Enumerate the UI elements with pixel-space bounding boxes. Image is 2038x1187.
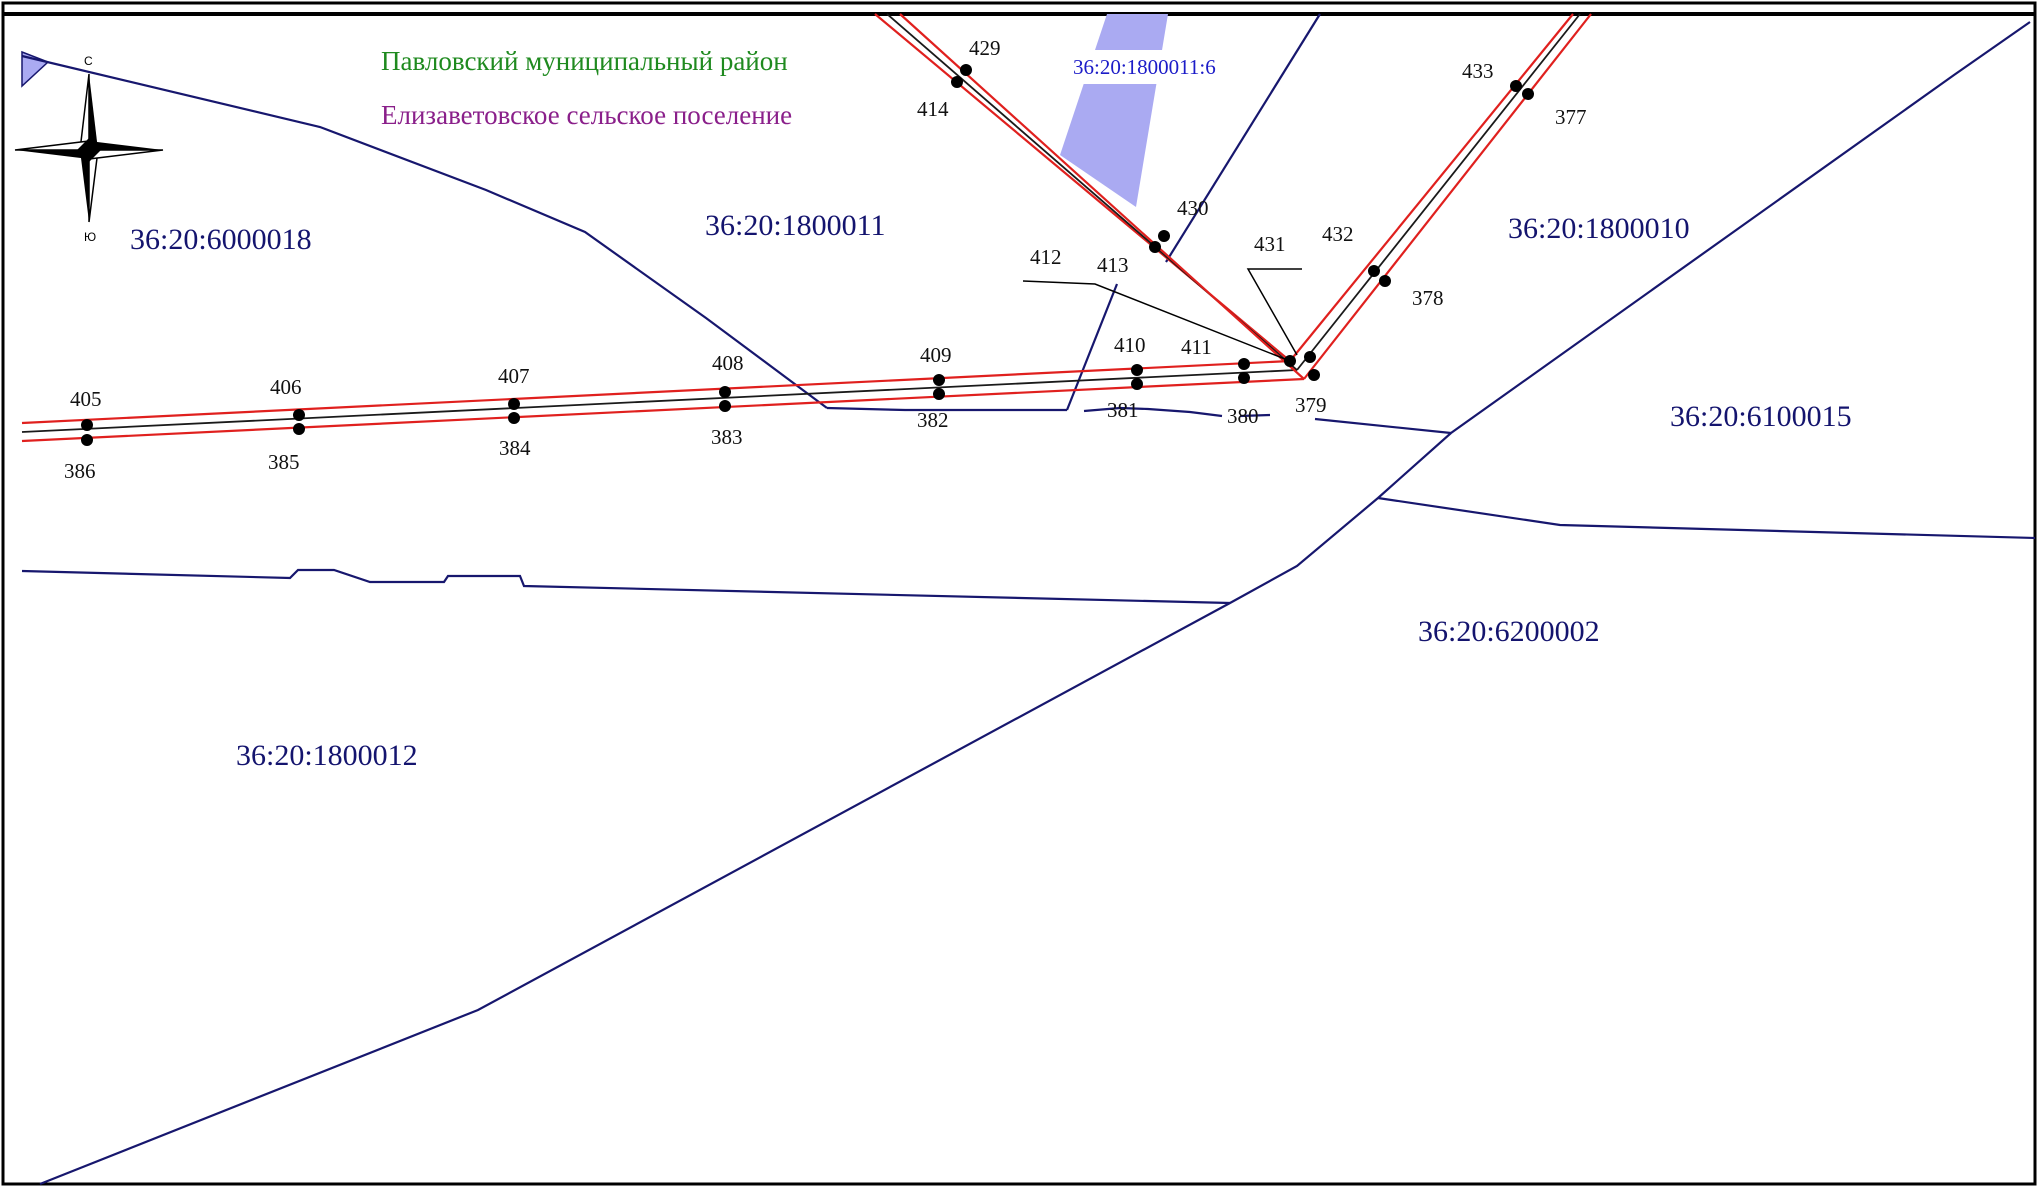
route-corridor: [21, 13, 1592, 443]
point-label: 384: [499, 436, 531, 460]
compass-rose-icon: С Ю: [14, 54, 164, 244]
point-411: [1238, 358, 1250, 370]
parcel-label: 36:20:1800012: [236, 739, 418, 772]
boundary-line: [1083, 406, 1223, 418]
point-label: 383: [711, 425, 743, 449]
point-433: [1510, 80, 1522, 92]
point-381: [1131, 378, 1143, 390]
point-label: 413: [1097, 253, 1129, 277]
parcel-labels: 36:20:6000018 36:20:1800011 36:20:180001…: [130, 46, 1852, 772]
boundary-line: [1377, 496, 2036, 540]
boundary-line: [39, 21, 2031, 1186]
leader-line-412: [1022, 280, 1291, 362]
point-label: 412: [1030, 245, 1062, 269]
boundary-line: [826, 406, 1067, 412]
point-378: [1379, 275, 1391, 287]
boundary-line: [21, 568, 1231, 605]
point-386: [81, 434, 93, 446]
point-408: [719, 386, 731, 398]
point-label: 408: [712, 351, 744, 375]
point-384: [508, 412, 520, 424]
parcel-label: 36:20:6100015: [1670, 400, 1852, 433]
subparcel-label-box: [1065, 50, 1248, 84]
point-label: 433: [1462, 59, 1494, 83]
point-labels: 405 386 406 385 407 384 408 383 409 382 …: [64, 36, 1587, 483]
leader-lines: [1022, 268, 1302, 362]
district-label: Павловский муниципальный район: [381, 46, 788, 76]
point-label: 431: [1254, 232, 1286, 256]
parcel-label: 36:20:1800011: [705, 209, 886, 242]
turning-points: [81, 64, 1534, 446]
point-377: [1522, 88, 1534, 100]
parcel-label: 36:20:6200002: [1418, 615, 1600, 648]
point-405: [81, 419, 93, 431]
point-label: 385: [268, 450, 300, 474]
point-label: 378: [1412, 286, 1444, 310]
point-label: 409: [920, 343, 952, 367]
route-axis: [1296, 13, 1581, 371]
point-382: [933, 388, 945, 400]
point-label: 414: [917, 97, 949, 121]
point-409: [933, 374, 945, 386]
point-430: [1158, 230, 1170, 242]
point-407: [508, 398, 520, 410]
point-412: [1284, 355, 1296, 367]
point-410: [1131, 364, 1143, 376]
parcel-label: 36:20:6000018: [130, 223, 312, 256]
boundary-line: [21, 54, 828, 409]
route-axis: [21, 369, 1298, 433]
boundary-line: [1239, 413, 1271, 418]
point-label: 379: [1295, 393, 1327, 417]
point-380: [1238, 372, 1250, 384]
point-432: [1368, 265, 1380, 277]
compass-south-label: Ю: [84, 230, 96, 244]
point-431: [1304, 351, 1316, 363]
point-429: [960, 64, 972, 76]
parcel-label: 36:20:1800010: [1508, 212, 1690, 245]
point-label: 381: [1107, 398, 1139, 422]
point-label: 410: [1114, 333, 1146, 357]
point-379: [1308, 369, 1320, 381]
point-385: [293, 423, 305, 435]
point-label: 406: [270, 375, 302, 399]
route-edge: [1303, 13, 1592, 380]
point-406: [293, 409, 305, 421]
compass-north-label: С: [84, 54, 93, 68]
point-label: 380: [1227, 404, 1259, 428]
subparcel-label: 36:20:1800011:6: [1073, 55, 1216, 79]
boundary-line: [1314, 417, 1452, 435]
point-label: 430: [1177, 196, 1209, 220]
settlement-label: Елизаветовское сельское поселение: [381, 100, 792, 130]
point-label: 429: [969, 36, 1001, 60]
point-label: 377: [1555, 105, 1587, 129]
point-label: 432: [1322, 222, 1354, 246]
leader-line-431: [1246, 268, 1302, 356]
point-383: [719, 400, 731, 412]
point-label: 407: [498, 364, 530, 388]
parcel-boundaries: [21, 13, 2036, 1186]
point-label: 382: [917, 408, 949, 432]
point-413: [1149, 241, 1161, 253]
route-edge: [21, 359, 1291, 425]
route-edge: [21, 377, 1305, 443]
point-label: 411: [1181, 335, 1212, 359]
boundary-line: [1165, 13, 1321, 263]
point-414: [951, 76, 963, 88]
point-label: 386: [64, 459, 96, 483]
point-label: 405: [70, 387, 102, 411]
route-edge: [1289, 13, 1574, 362]
